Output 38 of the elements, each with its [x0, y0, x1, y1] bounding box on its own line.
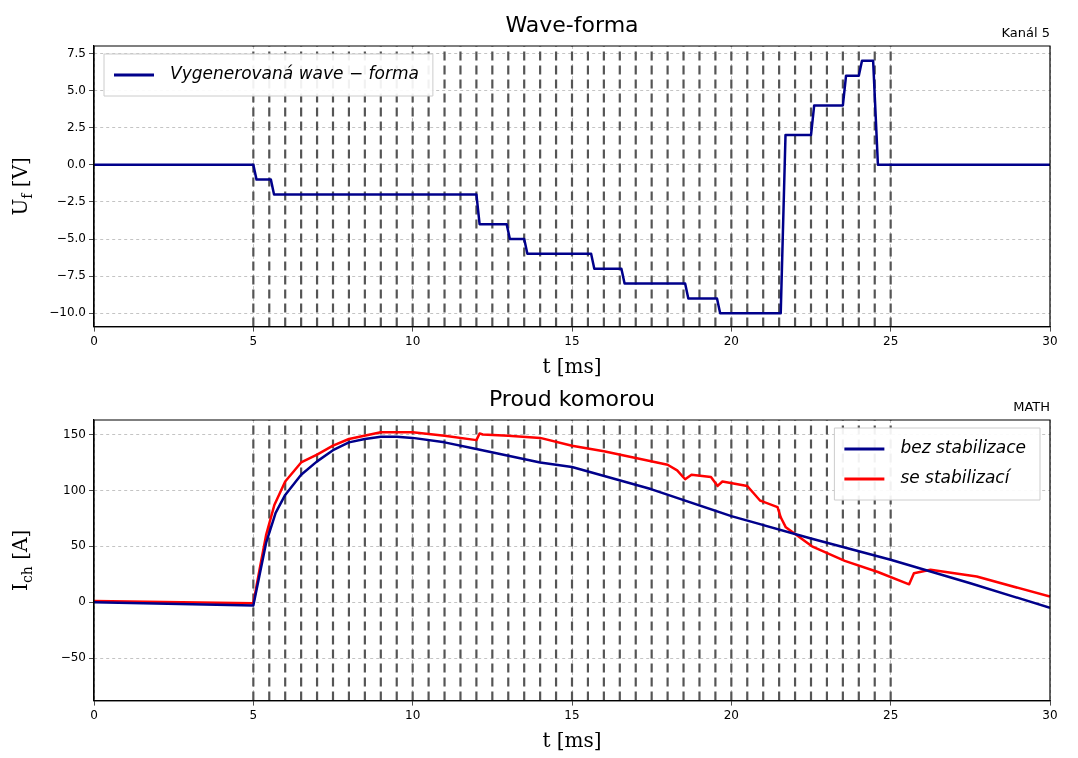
x-tick-label: 30 — [1042, 333, 1058, 348]
y-axis-title: Ich [A] — [8, 529, 35, 591]
x-tick-label: 25 — [883, 707, 899, 722]
legend-label: se stabilizací — [900, 467, 1012, 488]
y-tick-label: 2.5 — [66, 119, 86, 134]
x-tick-label: 10 — [405, 707, 421, 722]
x-tick-label: 20 — [723, 707, 739, 722]
text: Kanál 5 — [1001, 25, 1050, 41]
y-tick-label: 5.0 — [66, 82, 86, 97]
y-tick-label: 0 — [78, 594, 86, 609]
y-tick-label: −10.0 — [49, 305, 86, 320]
x-tick-label: 5 — [249, 707, 258, 722]
x-axis-title: t [ms] — [542, 354, 602, 379]
y-tick-label: −2.5 — [56, 194, 86, 209]
y-tick-label: 50 — [70, 538, 86, 553]
x-tick-label: 0 — [90, 707, 98, 722]
x-tick-label: 5 — [249, 333, 258, 348]
y-tick-label: −5.0 — [56, 231, 86, 246]
x-tick-label: 25 — [883, 333, 899, 348]
legend-label: Vygenerovaná wave − forma — [170, 63, 419, 84]
x-tick-label: 20 — [723, 333, 739, 348]
x-tick-label: 15 — [564, 707, 580, 722]
y-tick-label: 150 — [63, 426, 86, 441]
x-tick-label: 15 — [564, 333, 580, 348]
y-tick-label: 100 — [63, 482, 86, 497]
x-tick-label: 30 — [1042, 707, 1058, 722]
chart-title: Proud komorou — [488, 385, 656, 411]
y-axis-title: Uf [V] — [8, 157, 35, 216]
x-tick-label: 10 — [405, 333, 421, 348]
x-tick-label: 0 — [90, 333, 98, 348]
y-tick-label: 0.0 — [66, 156, 86, 171]
legend-label: bez stabilizace — [900, 437, 1026, 458]
chart-title: Wave-forma — [505, 11, 639, 37]
y-tick-label: −50 — [60, 650, 86, 665]
y-tick-label: −7.5 — [56, 268, 86, 283]
text: MATH — [1013, 399, 1050, 415]
x-axis-title: t [ms] — [542, 728, 602, 753]
y-tick-label: 7.5 — [66, 45, 86, 60]
